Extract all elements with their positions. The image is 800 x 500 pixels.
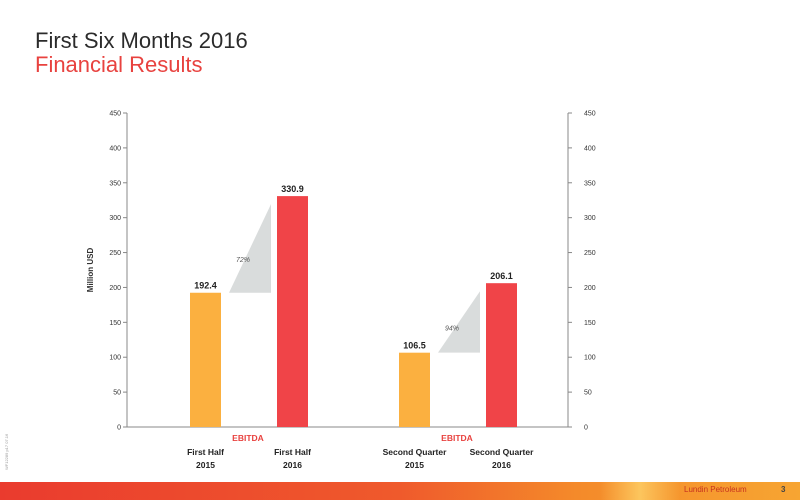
y-tick-label-right: 0 [584, 425, 588, 432]
category-label: EBITDA [232, 433, 264, 443]
y-tick-label-right: 350 [584, 180, 596, 187]
y-tick-label-right: 400 [584, 145, 596, 152]
y-tick-label-right: 100 [584, 355, 596, 362]
x-tick-label-line2: 2016 [492, 460, 511, 470]
y-tick-label-left: 100 [109, 355, 121, 362]
footer-bar [0, 482, 800, 500]
change-percent-label: 94% [445, 325, 459, 332]
y-tick-label-right: 300 [584, 215, 596, 222]
bar-value-label: 330.9 [281, 184, 304, 194]
y-tick-label-left: 0 [117, 425, 121, 432]
y-tick-label-left: 400 [109, 145, 121, 152]
bar-2016 [277, 196, 308, 427]
y-tick-label-left: 50 [113, 390, 121, 397]
slide-title: First Six Months 2016 [35, 28, 248, 53]
growth-wedge [229, 204, 271, 293]
bar-2015 [399, 352, 430, 427]
slide-subtitle: Financial Results [35, 52, 203, 77]
category-label: EBITDA [441, 433, 473, 443]
y-tick-label-right: 200 [584, 285, 596, 292]
bar-2015 [190, 292, 221, 427]
document-code: WF12289 p17 07.16 [4, 433, 9, 470]
y-tick-label-right: 50 [584, 390, 592, 397]
bar-value-label: 106.5 [403, 341, 426, 351]
ebitda-bar-chart: 0 0 50 50 100 100 150 150 200 200 250 250 300 300 350 3… [86, 111, 596, 471]
x-tick-label-line2: 2016 [283, 460, 302, 470]
change-percent-label: 72% [236, 257, 250, 264]
y-tick-label-left: 300 [109, 215, 121, 222]
y-tick-label-left: 200 [109, 285, 121, 292]
x-tick-label-line1: First Half [274, 447, 311, 457]
bar-value-label: 192.4 [194, 281, 217, 291]
x-tick-label-line1: First Half [187, 447, 224, 457]
y-tick-label-right: 250 [584, 250, 596, 257]
page-number: 3 [781, 485, 786, 494]
x-tick-label-line2: 2015 [405, 460, 424, 470]
y-axis-title: Million USD [86, 248, 95, 293]
x-tick-label-line2: 2015 [196, 460, 215, 470]
footer-highlight [600, 482, 680, 500]
bar-2016 [486, 283, 517, 427]
x-tick-label-line1: Second Quarter [470, 447, 534, 457]
x-tick-label-line1: Second Quarter [383, 447, 447, 457]
y-tick-label-left: 250 [109, 250, 121, 257]
y-tick-label-left: 450 [109, 111, 121, 118]
y-tick-label-left: 150 [109, 320, 121, 327]
growth-wedge [438, 291, 480, 353]
y-tick-label-right: 450 [584, 111, 596, 118]
bar-value-label: 206.1 [490, 271, 513, 281]
footer-company-name: Lundin Petroleum [684, 485, 747, 494]
y-tick-label-right: 150 [584, 320, 596, 327]
y-tick-label-left: 350 [109, 180, 121, 187]
